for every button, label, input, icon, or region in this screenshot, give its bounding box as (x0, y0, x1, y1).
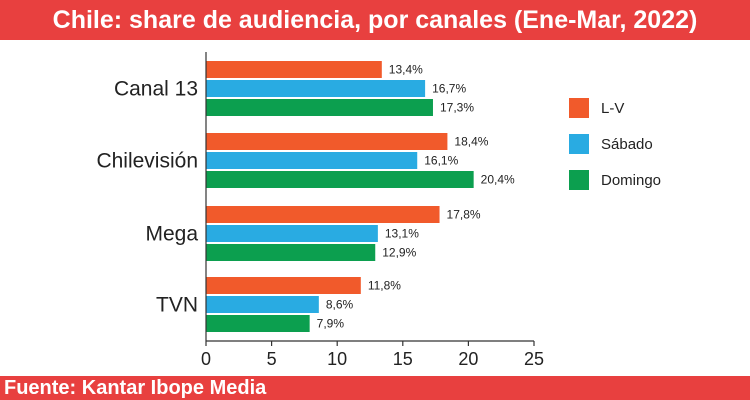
bar-canal-13-domingo (206, 99, 433, 116)
x-tick-label: 25 (524, 349, 544, 369)
legend-label: Sábado (601, 136, 653, 153)
category-label: Chilevisión (96, 150, 198, 173)
source-note: Fuente: Kantar Ibope Media (0, 376, 750, 400)
bar-chilevision-sabado (206, 152, 418, 169)
legend-label: L-V (601, 100, 624, 117)
chart-title: Chile: share de audiencia, por canales (… (0, 0, 750, 40)
data-label: 16,7% (432, 82, 466, 96)
data-label: 20,4% (481, 173, 515, 187)
bar-mega-domingo (206, 244, 376, 261)
category-label: Canal 13 (114, 78, 198, 101)
data-label: 13,1% (385, 227, 419, 241)
legend-label: Domingo (601, 172, 661, 189)
data-label: 16,1% (424, 154, 458, 168)
bar-chilevision-domingo (206, 171, 474, 188)
x-tick-label: 0 (201, 349, 211, 369)
legend-swatch-domingo (569, 170, 589, 190)
legend-swatch-l-v (569, 98, 589, 118)
bar-mega-l-v (206, 206, 440, 223)
bar-chart: 13,4% 16,7% 17,3% Canal 13 18,4% 16,1% 20,4% Ch… (96, 52, 661, 369)
data-label: 18,4% (454, 135, 488, 149)
bar-mega-sabado (206, 225, 378, 242)
x-tick-label: 10 (327, 349, 347, 369)
bar-canal-13-l-v (206, 61, 382, 78)
category-label: Mega (145, 223, 198, 246)
category-label: TVN (156, 294, 198, 317)
bar-tvn-sabado (206, 296, 319, 313)
x-tick-label: 5 (267, 349, 277, 369)
bar-canal-13-sabado (206, 80, 426, 97)
x-tick-label: 15 (393, 349, 413, 369)
bar-tvn-domingo (206, 315, 310, 332)
data-label: 12,9% (382, 246, 416, 260)
bar-chilevision-l-v (206, 133, 448, 150)
bar-tvn-l-v (206, 277, 361, 294)
data-label: 17,3% (440, 101, 474, 115)
legend-swatch-sabado (569, 134, 589, 154)
data-label: 7,9% (317, 317, 345, 331)
x-tick-label: 20 (458, 349, 478, 369)
data-label: 8,6% (326, 298, 354, 312)
data-label: 11,8% (368, 279, 401, 293)
data-label: 17,8% (447, 208, 481, 222)
data-label: 13,4% (389, 63, 423, 77)
